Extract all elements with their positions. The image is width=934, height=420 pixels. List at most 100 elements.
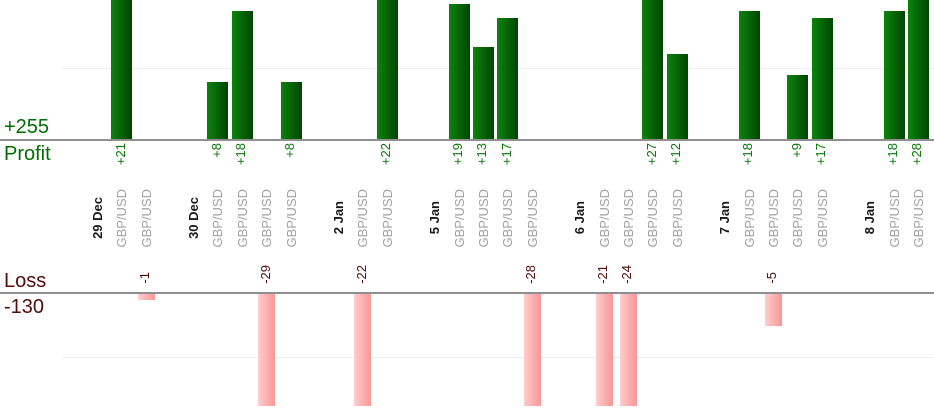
symbol-label: GBP/USD (764, 182, 782, 254)
profit-value-label: +8 (282, 143, 297, 163)
symbol-label: GBP/USD (282, 182, 300, 254)
symbol-label: GBP/USD (233, 182, 251, 254)
date-label-text: 5 Jan (427, 201, 443, 235)
profit-value-text: +17 (813, 143, 829, 166)
symbol-label-text: GBP/USD (210, 188, 226, 248)
symbol-label-text: GBP/USD (451, 188, 467, 248)
symbol-label-text: GBP/USD (524, 188, 540, 248)
date-label-text: 2 Jan (330, 201, 346, 235)
date-label: 30 Dec (184, 182, 202, 254)
loss-bar (595, 294, 613, 406)
symbol-label: GBP/USD (113, 182, 131, 254)
profit-bar (497, 18, 519, 139)
loss-bar (258, 294, 276, 406)
profit-baseline (0, 139, 934, 141)
symbol-label-text: GBP/USD (620, 188, 636, 248)
symbol-label-text: GBP/USD (475, 188, 491, 248)
profit-value-text: +9 (788, 143, 804, 158)
symbol-label-text: GBP/USD (910, 188, 926, 248)
profit-value-label: +18 (233, 143, 249, 170)
symbol-label-text: GBP/USD (886, 188, 902, 248)
symbol-label: GBP/USD (499, 182, 517, 254)
loss-total: -130 (4, 296, 45, 318)
profit-value-label: +17 (813, 143, 829, 170)
symbol-label: GBP/USD (137, 182, 155, 254)
date-label: 5 Jan (426, 182, 444, 254)
profit-value-text: +12 (668, 143, 684, 166)
date-label-text: 29 Dec (89, 197, 105, 239)
profit-bar (811, 18, 833, 139)
loss-baseline (0, 292, 934, 294)
loss-value-label: -29 (257, 265, 273, 289)
loss-value-text: -29 (257, 265, 273, 284)
profit-value-label: +18 (885, 143, 900, 170)
symbol-label-text: GBP/USD (283, 188, 299, 248)
profit-value-text: +8 (208, 143, 224, 158)
date-label-text: 7 Jan (717, 201, 733, 235)
profit-value-label: +18 (740, 143, 755, 170)
profit-value-label: +19 (450, 143, 465, 170)
profit-bar (280, 82, 302, 139)
profit-value-label: +12 (668, 143, 684, 170)
loss-gridline (62, 357, 934, 358)
profit-bar (376, 0, 398, 139)
symbol-label: GBP/USD (740, 182, 758, 254)
loss-value-text: -28 (523, 265, 539, 284)
profit-value-label: +21 (112, 143, 128, 170)
date-label-text: 30 Dec (185, 197, 201, 239)
loss-value-text: -21 (595, 265, 610, 284)
profit-value-text: +21 (112, 143, 128, 166)
loss-value-label: -28 (523, 265, 539, 289)
profit-bar (907, 0, 929, 139)
loss-value-text: -22 (353, 265, 369, 284)
date-label-text: 6 Jan (572, 201, 588, 235)
symbol-label: GBP/USD (644, 182, 662, 254)
profit-value-label: +28 (909, 143, 925, 170)
profit-bar (666, 53, 688, 139)
loss-value-label: -22 (353, 265, 369, 289)
profit-value-text: +27 (643, 143, 659, 166)
loss-value-text: -1 (137, 272, 152, 284)
symbol-label-text: GBP/USD (814, 188, 830, 248)
symbol-label-text: GBP/USD (138, 188, 154, 248)
symbol-label-text: GBP/USD (596, 188, 612, 248)
symbol-label-text: GBP/USD (259, 188, 275, 248)
profit-bar (787, 75, 809, 139)
loss-axis-label: Loss (4, 270, 47, 292)
profit-value-text: +28 (909, 143, 925, 166)
profit-value-text: +19 (450, 143, 465, 166)
date-label: 8 Jan (861, 182, 879, 254)
symbol-label: GBP/USD (668, 182, 686, 254)
loss-value-label: -21 (595, 265, 610, 289)
symbol-label: GBP/USD (523, 182, 541, 254)
symbol-label-text: GBP/USD (741, 188, 757, 248)
date-label: 2 Jan (329, 182, 347, 254)
profit-bar (883, 11, 905, 139)
loss-value-label: -1 (137, 271, 152, 289)
profit-bar (111, 0, 133, 139)
symbol-label-text: GBP/USD (645, 188, 661, 248)
loss-bar (137, 294, 155, 301)
profit-bar (472, 46, 494, 139)
date-label: 6 Jan (571, 182, 589, 254)
profit-total: +255 (4, 116, 50, 138)
symbol-label: GBP/USD (354, 182, 372, 254)
profit-value-label: +9 (788, 143, 804, 163)
profit-value-text: +18 (885, 143, 900, 166)
symbol-label: GBP/USD (474, 182, 492, 254)
symbol-label: GBP/USD (258, 182, 276, 254)
loss-value-label: -24 (619, 265, 635, 289)
loss-value-text: -5 (764, 272, 780, 284)
profit-value-label: +8 (208, 143, 224, 163)
loss-value-text: -24 (619, 265, 635, 284)
profit-bar (448, 4, 470, 139)
symbol-label: GBP/USD (619, 182, 637, 254)
symbol-label-text: GBP/USD (114, 188, 130, 248)
profit-value-text: +8 (282, 143, 297, 158)
profit-value-text: +18 (233, 143, 249, 166)
profit-bar (231, 11, 253, 139)
date-label-text: 8 Jan (862, 201, 878, 235)
symbol-label-text: GBP/USD (669, 188, 685, 248)
symbol-label-text: GBP/USD (765, 188, 781, 248)
profit-value-label: +22 (378, 143, 393, 170)
